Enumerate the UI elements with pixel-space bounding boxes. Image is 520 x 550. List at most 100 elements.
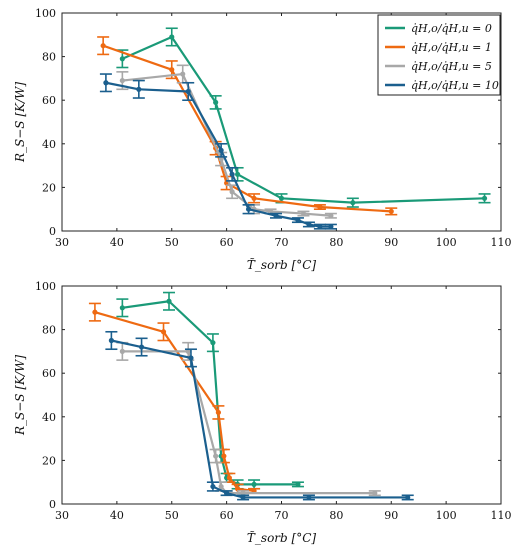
data-point xyxy=(306,494,312,501)
data-point xyxy=(103,80,109,86)
x-tick-label: 90 xyxy=(384,236,398,249)
x-tick-label: 50 xyxy=(165,509,179,522)
y-tick-label: 60 xyxy=(42,94,56,107)
data-point xyxy=(119,305,125,311)
data-point xyxy=(218,156,224,162)
x-tick-label: 70 xyxy=(275,509,289,522)
legend-entry: q̇H,o/q̇H,u = 5 xyxy=(411,60,492,73)
x-tick-label: 50 xyxy=(165,236,179,249)
plot-frame xyxy=(61,285,502,505)
data-point xyxy=(317,224,323,230)
series-line xyxy=(122,72,331,217)
data-point xyxy=(240,490,246,496)
data-point xyxy=(295,217,301,223)
y-tick-label: 40 xyxy=(42,138,56,151)
data-point xyxy=(229,171,235,177)
data-point xyxy=(235,171,241,177)
x-tick-label: 110 xyxy=(491,509,512,522)
x-tick-label: 40 xyxy=(110,236,124,249)
data-point xyxy=(229,189,235,195)
chart-top: 30 40 50 60 70 80 90 100 110 0 20 40 60 80 100 T̃_sorb … xyxy=(13,7,512,272)
data-point xyxy=(210,483,216,490)
y-tick-label: 80 xyxy=(42,51,56,64)
x-tick-label: 100 xyxy=(436,236,457,249)
y-tick-label: 0 xyxy=(49,225,56,238)
data-point xyxy=(215,409,221,416)
x-tick-label: 60 xyxy=(220,509,234,522)
data-point xyxy=(221,453,227,459)
legend-entry: q̇H,o/q̇H,u = 0 xyxy=(411,22,492,35)
data-point xyxy=(180,71,186,77)
x-tick-label: 80 xyxy=(329,509,343,522)
series-0 xyxy=(116,291,304,490)
data-point xyxy=(328,224,334,230)
x-axis-label: T̃_sorb [°C] xyxy=(247,257,316,272)
plot-frame xyxy=(61,12,502,232)
series-2 xyxy=(116,341,381,497)
data-point xyxy=(108,337,114,344)
data-point xyxy=(119,56,125,62)
series-2 xyxy=(116,64,337,219)
data-point xyxy=(138,344,145,350)
chart-bottom: 30 40 50 60 70 80 90 100 110 0 20 40 60 80 100 T̃_sorb … xyxy=(13,280,512,545)
data-point xyxy=(251,195,257,201)
x-tick-label: 40 xyxy=(110,509,124,522)
data-point xyxy=(119,348,125,354)
data-point xyxy=(350,200,356,206)
legend-entry: q̇H,o/q̇H,u = 10 xyxy=(411,79,499,92)
y-tick-label: 60 xyxy=(42,367,56,380)
x-tick-label: 60 xyxy=(220,236,234,249)
x-tick-label: 30 xyxy=(55,236,69,249)
data-point xyxy=(245,206,252,212)
data-point xyxy=(481,195,488,201)
data-point xyxy=(218,483,224,490)
y-axis-label: R_S−S [K/W] xyxy=(13,82,27,163)
series-line xyxy=(102,44,392,213)
y-tick-label: 20 xyxy=(42,181,56,194)
x-tick-label: 80 xyxy=(329,236,343,249)
data-point xyxy=(224,490,230,496)
data-point xyxy=(306,221,312,228)
data-point xyxy=(210,340,216,346)
data-point xyxy=(240,494,246,501)
data-point xyxy=(226,475,232,481)
x-tick-label: 100 xyxy=(436,509,457,522)
y-tick-label: 100 xyxy=(35,7,56,20)
data-point xyxy=(388,208,394,214)
data-point xyxy=(317,204,323,210)
x-tick-label: 30 xyxy=(55,509,69,522)
data-point xyxy=(169,34,175,40)
series-3 xyxy=(99,73,337,230)
y-tick-label: 100 xyxy=(35,280,56,293)
x-tick-label: 90 xyxy=(384,509,398,522)
y-tick-label: 20 xyxy=(42,454,56,467)
data-point xyxy=(251,481,257,487)
data-point xyxy=(185,348,191,354)
series-1 xyxy=(97,36,398,216)
series-line xyxy=(122,300,298,486)
data-point xyxy=(300,210,307,217)
legend-entry: q̇H,o/q̇H,u = 1 xyxy=(411,41,492,54)
series-line xyxy=(122,350,375,495)
data-point xyxy=(166,298,172,304)
data-point xyxy=(213,99,219,105)
data-point xyxy=(92,309,98,315)
y-tick-label: 40 xyxy=(42,411,56,424)
x-tick-label: 70 xyxy=(275,236,289,249)
data-point xyxy=(278,195,285,201)
data-point xyxy=(218,147,224,153)
x-tick-label: 110 xyxy=(491,236,512,249)
data-point xyxy=(235,486,241,492)
data-point xyxy=(119,77,125,84)
series-line xyxy=(111,339,408,499)
data-point xyxy=(372,490,378,496)
series-3 xyxy=(105,330,414,501)
data-point xyxy=(160,329,167,335)
data-point xyxy=(100,43,106,49)
data-point xyxy=(295,481,301,487)
data-point xyxy=(185,88,191,95)
x-axis-label: T̃_sorb [°C] xyxy=(247,530,316,545)
series-line xyxy=(94,311,255,493)
data-point xyxy=(267,208,274,214)
